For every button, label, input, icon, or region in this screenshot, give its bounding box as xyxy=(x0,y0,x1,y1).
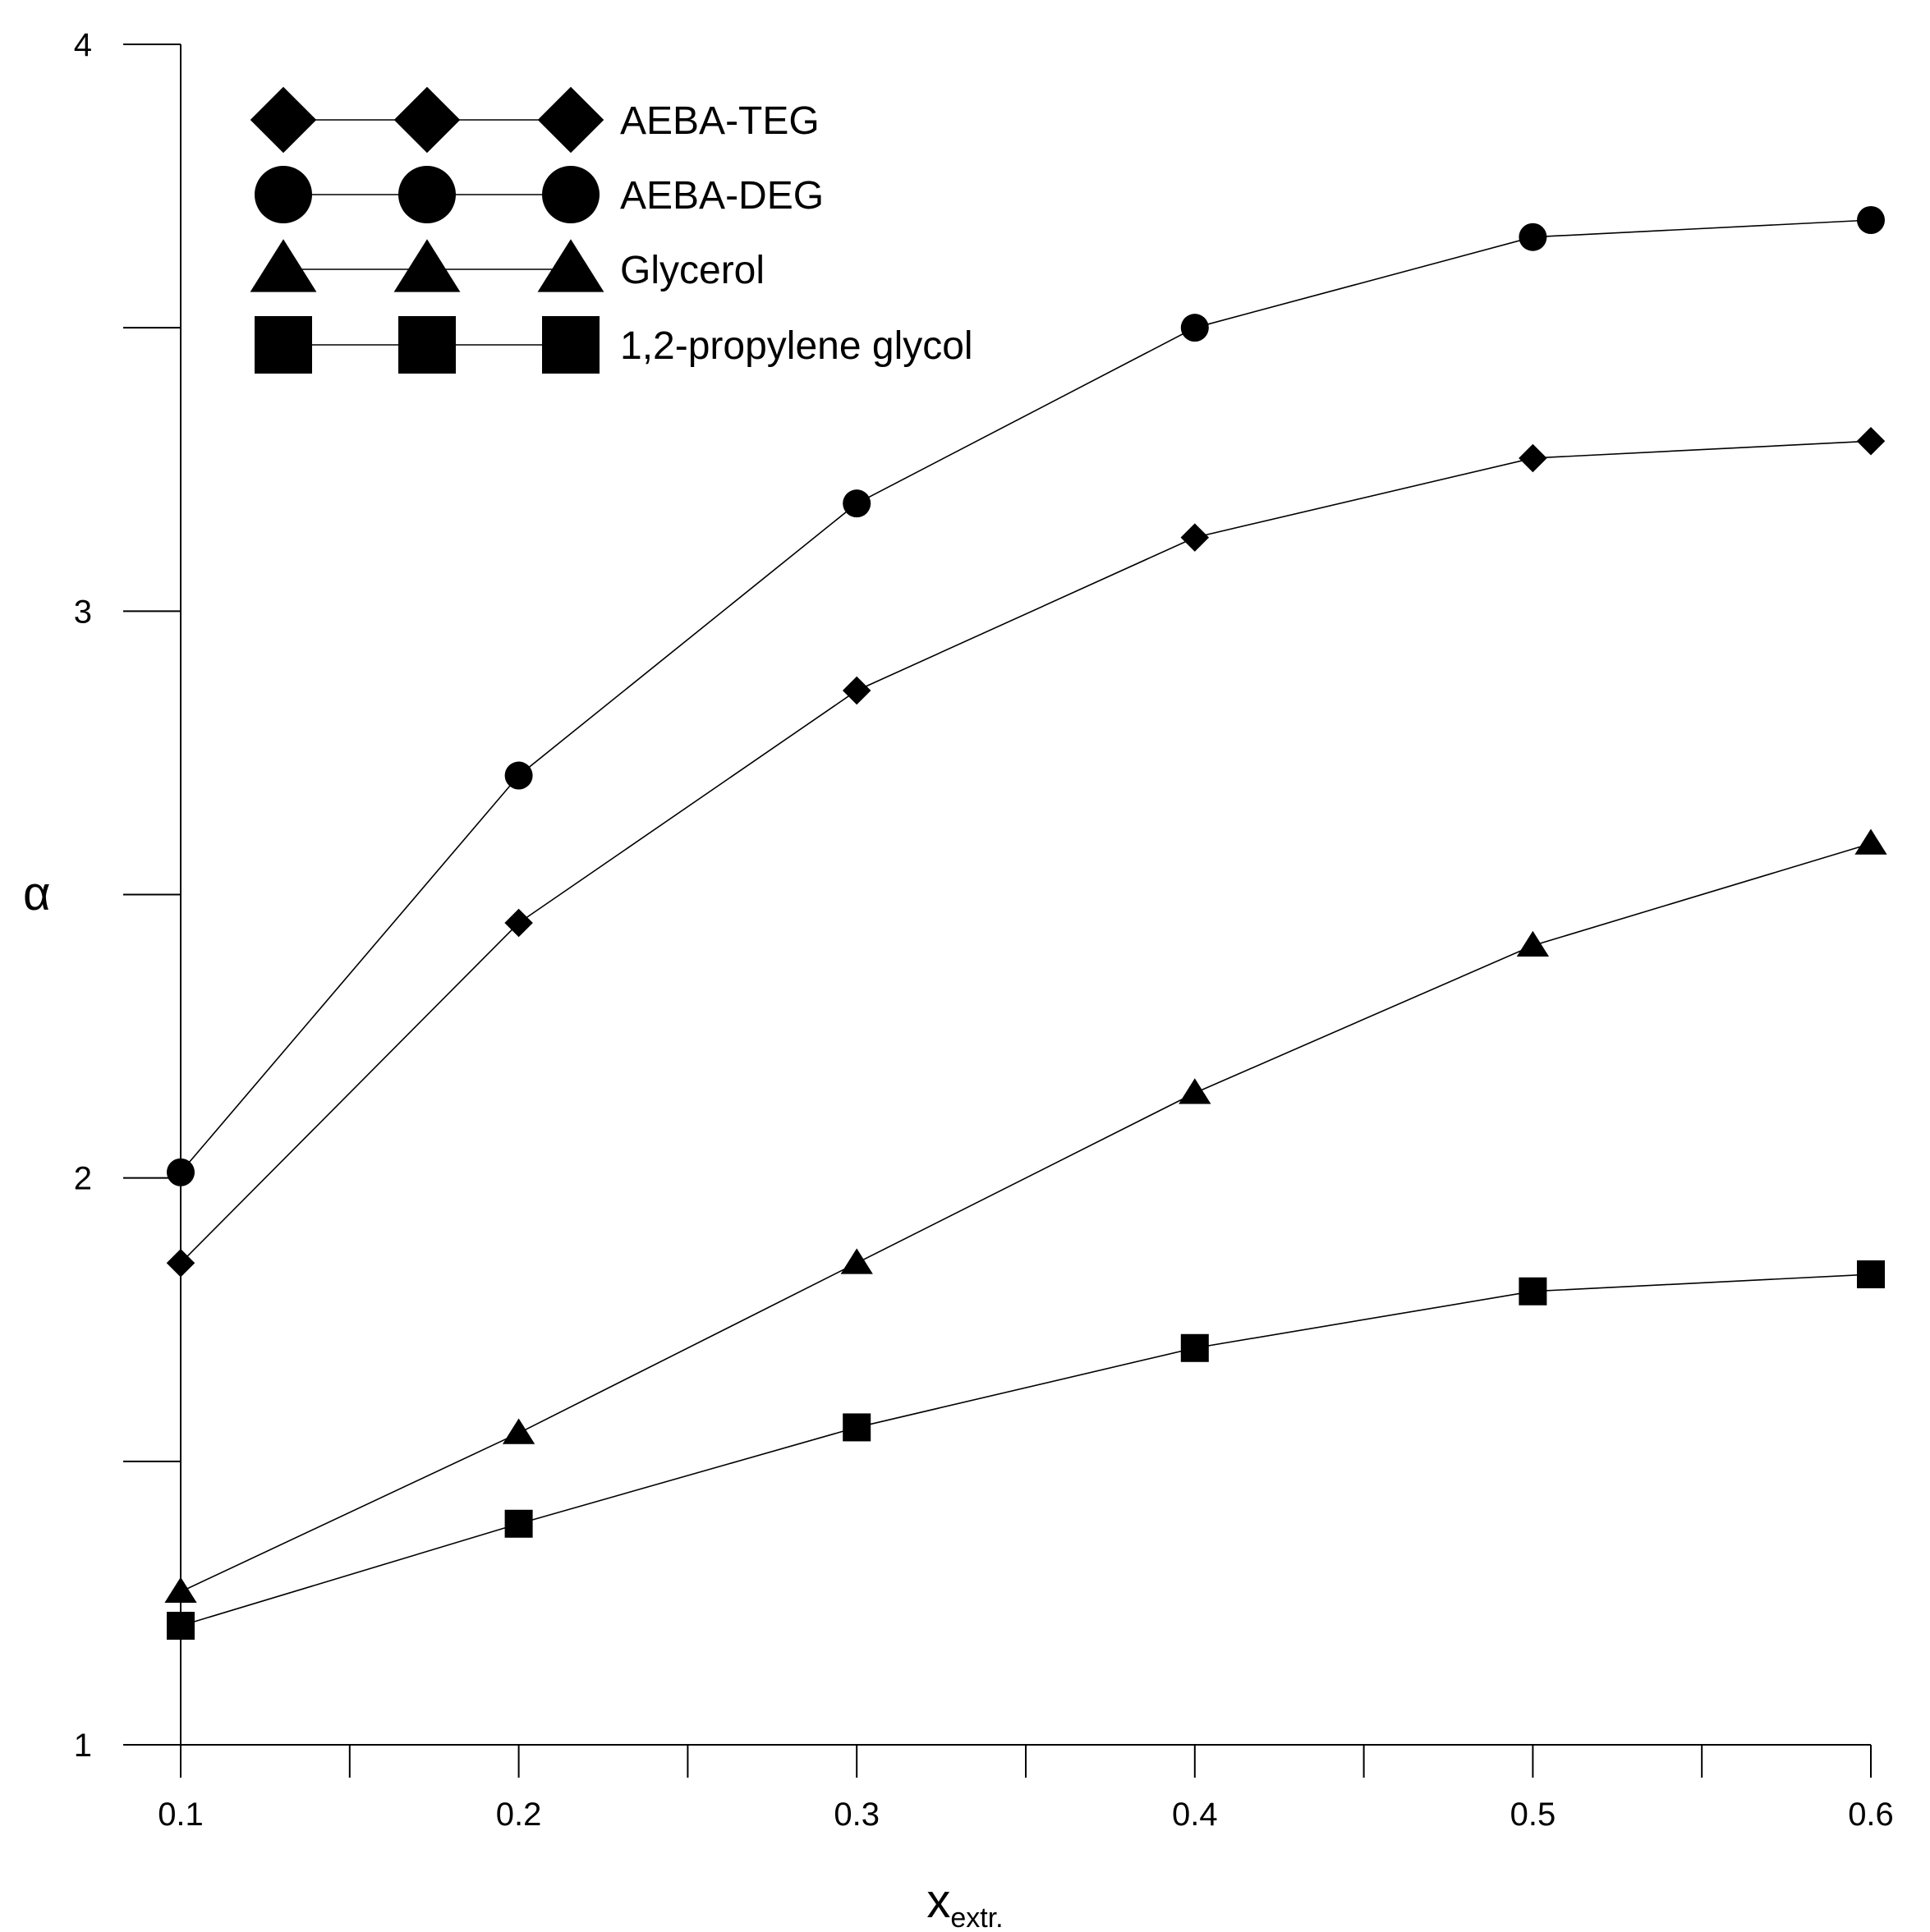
legend-marker-diamond xyxy=(393,86,461,154)
series-glycerol xyxy=(164,828,1887,1603)
data-point-triangle xyxy=(1854,828,1887,855)
data-point-diamond xyxy=(166,1248,195,1278)
legend-marker-diamond xyxy=(537,86,604,154)
legend-marker-square xyxy=(542,316,600,374)
legend-marker-circle xyxy=(255,166,312,223)
x-tick-label: 0.2 xyxy=(496,1797,542,1833)
data-point-circle xyxy=(167,1158,195,1186)
series-1-2-propylene-glycol xyxy=(167,1260,1885,1641)
data-point-square xyxy=(1180,1333,1209,1362)
data-point-square xyxy=(843,1413,871,1442)
data-point-square xyxy=(167,1612,195,1641)
data-point-diamond xyxy=(1519,443,1547,473)
x-axis-label: xextr. xyxy=(926,1875,1003,1932)
series-line xyxy=(180,1273,1872,1627)
y-tick-label: 2 xyxy=(74,1161,92,1197)
series-aeba-deg xyxy=(167,206,1885,1186)
legend-item: AEBA-TEG xyxy=(250,86,820,154)
legend-marker-triangle xyxy=(250,239,317,292)
x-tick-label: 0.1 xyxy=(158,1797,204,1833)
legend-item: Glycerol xyxy=(250,239,765,292)
series-line xyxy=(180,440,1872,1264)
data-point-circle xyxy=(1857,206,1885,235)
x-axis-label-sub: extr. xyxy=(950,1902,1003,1932)
data-point-square xyxy=(1857,1260,1885,1289)
data-point-square xyxy=(504,1509,533,1538)
series-layer xyxy=(164,206,1887,1641)
data-point-square xyxy=(1519,1277,1547,1306)
legend: AEBA-TEG AEBA-DEG Glycerol 1,2-propylene gl… xyxy=(250,86,973,374)
legend-label: AEBA-TEG xyxy=(620,99,820,143)
data-point-diamond xyxy=(1856,426,1886,456)
y-axis-label: α xyxy=(23,867,51,920)
data-point-circle xyxy=(504,761,533,790)
data-point-circle xyxy=(843,489,871,518)
legend-marker-square xyxy=(255,316,312,374)
x-tick-label: 0.3 xyxy=(834,1797,880,1833)
y-tick-label: 4 xyxy=(74,27,92,63)
legend-marker-circle xyxy=(542,166,600,223)
data-point-triangle xyxy=(840,1248,873,1274)
legend-marker-triangle xyxy=(537,239,604,292)
series-aeba-teg xyxy=(166,426,1886,1278)
data-point-circle xyxy=(1519,223,1547,251)
legend-marker-square xyxy=(398,316,456,374)
legend-marker-diamond xyxy=(250,86,317,154)
axes: 1 2 3 4 0.1 0.2 0.3 0.4 0.5 0.6 xyxy=(74,27,1894,1833)
series-line xyxy=(180,842,1872,1593)
x-tick-label: 0.5 xyxy=(1510,1797,1556,1833)
data-point-circle xyxy=(1180,314,1209,342)
data-point-triangle xyxy=(1516,930,1550,957)
data-point-triangle xyxy=(164,1576,197,1603)
data-point-triangle xyxy=(502,1418,535,1444)
y-tick-label: 1 xyxy=(74,1728,92,1764)
legend-marker-triangle xyxy=(393,239,461,292)
legend-item: AEBA-DEG xyxy=(255,166,824,223)
legend-label: 1,2-propylene glycol xyxy=(620,324,973,368)
x-tick-label: 0.4 xyxy=(1172,1797,1218,1833)
x-axis-label-main: x xyxy=(926,1875,950,1928)
legend-item: 1,2-propylene glycol xyxy=(255,316,973,374)
y-tick-label: 3 xyxy=(74,594,92,630)
legend-marker-circle xyxy=(398,166,456,223)
legend-label: AEBA-DEG xyxy=(620,174,824,218)
legend-label: Glycerol xyxy=(620,249,765,292)
data-point-diamond xyxy=(842,676,871,705)
series-line xyxy=(180,219,1872,1173)
data-point-diamond xyxy=(1180,523,1210,552)
data-point-triangle xyxy=(1179,1078,1211,1104)
data-point-diamond xyxy=(504,908,533,938)
x-tick-label: 0.6 xyxy=(1848,1797,1894,1833)
